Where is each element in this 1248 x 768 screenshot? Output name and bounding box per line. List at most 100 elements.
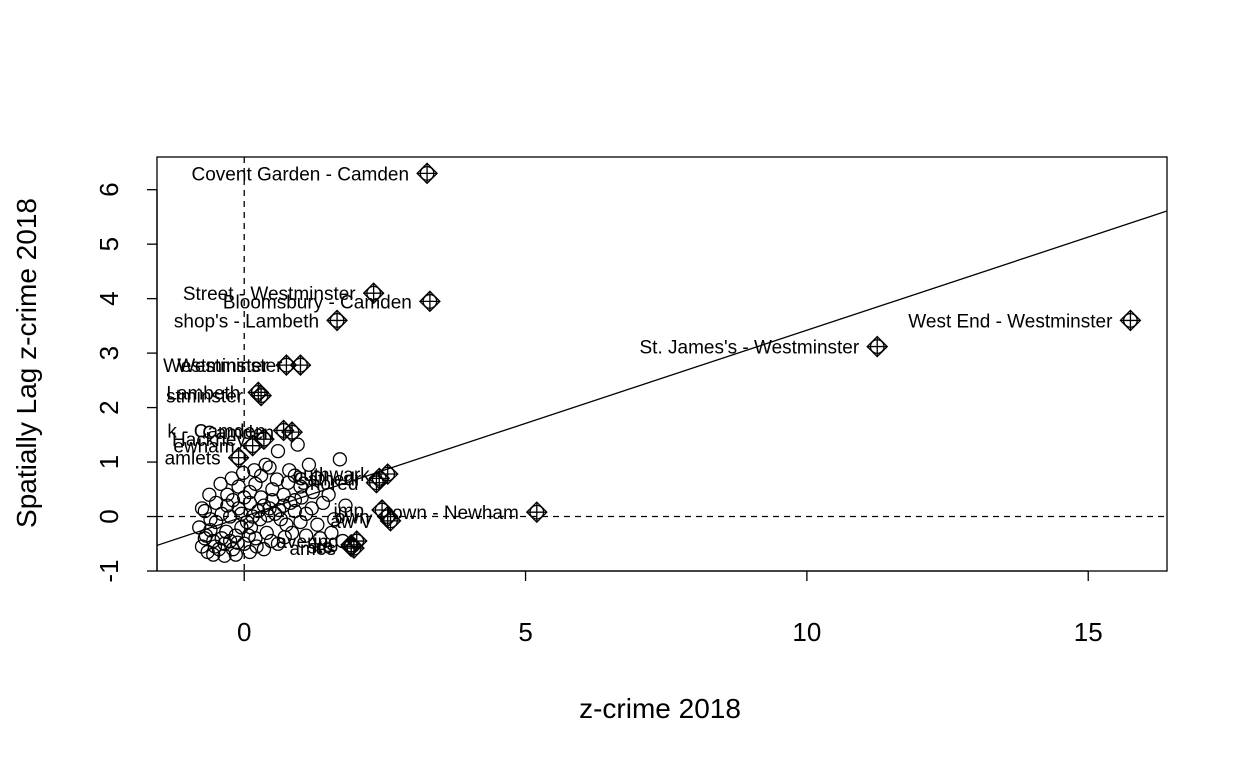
point-label: ames xyxy=(289,539,335,560)
x-axis-title: z-crime 2018 xyxy=(579,693,741,724)
scatter-point xyxy=(271,502,287,518)
point-label: Hackney xyxy=(172,430,246,451)
scatter-point xyxy=(228,547,243,562)
scatter-point xyxy=(256,542,272,557)
scatter-point xyxy=(273,512,288,527)
scatter-point xyxy=(265,493,280,508)
y-tick-label: 2 xyxy=(94,400,124,414)
scatter-point xyxy=(202,487,217,502)
scatter-point xyxy=(222,533,238,549)
influential-point xyxy=(326,309,348,332)
point-label: imp xyxy=(333,501,364,522)
y-tick-label: 5 xyxy=(94,237,124,251)
influential-point xyxy=(289,354,312,377)
scatter-point xyxy=(324,525,339,541)
scatter-point xyxy=(251,503,266,519)
point-label: own xyxy=(335,508,370,529)
scatter-point xyxy=(230,535,245,550)
scatter-point xyxy=(207,539,223,554)
scatter-point xyxy=(247,463,262,478)
influential-point xyxy=(1119,309,1142,332)
point-labels: Covent Garden - Camden West End - Westmin… xyxy=(163,164,1113,560)
influential-point xyxy=(525,501,548,524)
scatter-point xyxy=(197,503,212,519)
x-axis: 0 5 10 15 xyxy=(237,570,1103,647)
influential-point xyxy=(281,421,303,444)
scatter-point xyxy=(294,490,309,505)
scatter-point xyxy=(310,471,325,486)
scatter-point xyxy=(327,512,342,527)
scatter-point xyxy=(208,495,224,511)
scatter-point xyxy=(262,460,277,475)
influential-point xyxy=(379,509,402,532)
point-label: aw V xyxy=(330,512,373,533)
x-tick-label: 10 xyxy=(792,617,821,647)
scatter-point xyxy=(259,525,274,541)
scatter-point xyxy=(245,509,260,524)
scatter-point xyxy=(270,444,286,459)
influential-point xyxy=(365,471,388,494)
point-label: St. James's - Westminster xyxy=(640,338,860,359)
reference-lines xyxy=(157,157,1167,571)
scatter-point xyxy=(235,465,251,481)
point-label: k - Camden xyxy=(167,421,265,442)
y-tick-label: 1 xyxy=(94,455,124,469)
influential-point xyxy=(362,282,385,305)
scatter-point xyxy=(332,452,348,467)
scatter-point xyxy=(262,501,277,516)
scatter-point xyxy=(284,525,300,541)
point-label: Camden xyxy=(202,423,274,444)
scatter-point xyxy=(338,498,353,513)
scatter-point xyxy=(219,524,234,539)
scatter-point xyxy=(287,503,303,519)
point-label: ewham xyxy=(173,437,234,458)
influential-point xyxy=(416,162,439,185)
y-tick-label: -1 xyxy=(94,559,124,582)
x-tick-label: 0 xyxy=(237,617,251,647)
scatter-point xyxy=(304,501,319,516)
scatter-point xyxy=(252,512,268,527)
influential-point xyxy=(340,535,363,558)
data-points xyxy=(192,437,353,563)
scatter-point xyxy=(277,530,292,545)
scatter-point xyxy=(298,506,314,521)
regression-line-group xyxy=(157,210,1167,547)
y-tick-label: 6 xyxy=(94,182,124,196)
x-tick-label: 5 xyxy=(518,617,532,647)
influential-points xyxy=(227,162,1142,560)
scatter-point xyxy=(287,468,303,483)
scatter-point xyxy=(231,479,246,494)
influential-point xyxy=(250,384,273,407)
point-label: own - Newham xyxy=(392,503,519,524)
scatter-point xyxy=(313,531,328,546)
scatter-point xyxy=(265,482,280,497)
scatter-point xyxy=(268,506,283,521)
scatter-point xyxy=(315,495,331,511)
scatter-point xyxy=(269,472,284,487)
influential-point xyxy=(418,290,441,313)
influential-point xyxy=(252,428,275,451)
scatter-point xyxy=(290,437,305,452)
scatter-point xyxy=(242,495,257,511)
y-tick-label: 4 xyxy=(94,291,124,305)
scatter-point xyxy=(249,539,264,554)
scatter-point xyxy=(253,490,269,505)
scatter-point xyxy=(242,484,257,500)
scatter-point xyxy=(198,528,214,543)
y-axis: -1 0 1 2 3 4 5 6 xyxy=(94,182,158,583)
scatter-point xyxy=(206,533,221,549)
point-label: sto xyxy=(308,537,333,558)
scatter-point xyxy=(234,506,249,521)
point-label: ke xyxy=(313,536,333,557)
scatter-point xyxy=(243,520,259,535)
scatter-point xyxy=(194,501,210,516)
influential-point xyxy=(247,381,270,404)
x-tick-label: 15 xyxy=(1074,617,1103,647)
regression-line xyxy=(157,210,1167,547)
scatter-point xyxy=(310,517,325,532)
scatter-point xyxy=(298,528,314,543)
scatter-point xyxy=(217,548,232,563)
point-label: outhwark xyxy=(293,465,371,486)
point-label: shop's - Lambeth xyxy=(174,311,319,332)
